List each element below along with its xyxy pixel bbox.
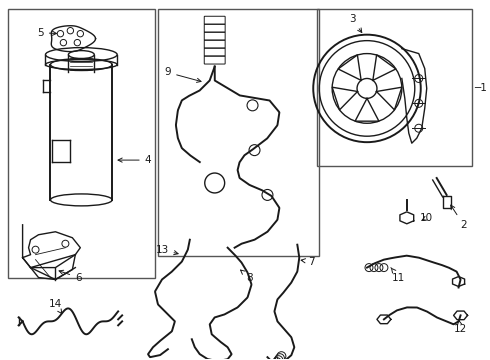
Text: 6: 6: [59, 270, 82, 283]
Text: 13: 13: [155, 245, 178, 255]
Text: 8: 8: [241, 270, 253, 283]
Bar: [8, 9, 155, 278]
Text: ─1: ─1: [474, 84, 488, 94]
Text: 9: 9: [165, 67, 201, 82]
Text: 4: 4: [118, 155, 151, 165]
Text: 11: 11: [391, 267, 406, 283]
Text: 3: 3: [349, 14, 362, 32]
Text: 12: 12: [454, 320, 467, 334]
Text: 2: 2: [451, 205, 467, 230]
Bar: [158, 9, 319, 256]
Bar: [317, 9, 471, 166]
Text: 10: 10: [420, 213, 433, 223]
Text: 5: 5: [37, 28, 56, 38]
Text: 14: 14: [49, 300, 62, 314]
Text: 7: 7: [301, 257, 315, 267]
